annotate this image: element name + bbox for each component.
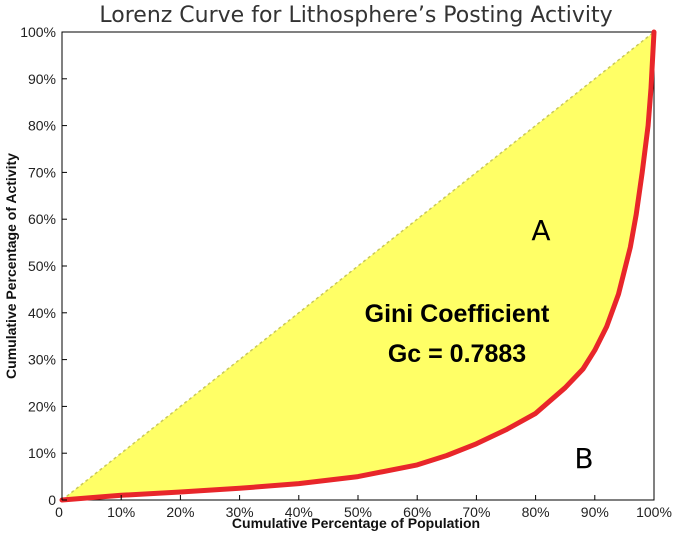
x-tick-label: 10% [107,504,135,520]
y-axis-label: Cumulative Percentage of Activity [3,153,19,379]
x-tick-label: 40% [285,504,313,520]
x-tick-label: 20% [166,504,194,520]
y-axis-ticks: 0 10% 20% 30% 40% 50% 60% 70% 80% 90% 100% [20,24,67,508]
gini-coefficient-label: Gini Coefficient [365,300,550,328]
y-tick-label: 90% [28,71,56,87]
y-tick-label: 80% [28,118,56,134]
y-tick-label: 20% [28,398,56,414]
x-axis-ticks: 0 10% 20% 30% 40% 50% 60% 70% 80% 90% 100% [55,495,672,520]
y-tick-label: 70% [28,164,56,180]
x-tick-label: 50% [344,504,372,520]
x-tick-label: 30% [226,504,254,520]
x-tick-label: 0 [55,504,63,520]
x-tick-label: 60% [403,504,431,520]
gini-coefficient-value: Gc = 0.7883 [388,340,526,368]
y-tick-label: 60% [28,211,56,227]
y-tick-label: 0 [48,492,56,508]
region-b-label: B [574,442,593,475]
plot-area [59,29,657,503]
chart-title: Lorenz Curve for Lithosphere’s Posting A… [99,3,612,28]
lorenz-curve [59,29,657,503]
y-tick-label: 10% [28,445,56,461]
x-tick-label: 70% [462,504,490,520]
y-tick-label: 50% [28,258,56,274]
y-tick-label: 40% [28,305,56,321]
x-axis-label: Cumulative Percentage of Population [232,515,480,531]
y-tick-label: 100% [20,24,56,40]
x-tick-label: 80% [522,504,550,520]
region-a-label: A [531,214,550,247]
y-tick-label: 30% [28,352,56,368]
x-tick-label: 100% [636,504,672,520]
x-tick-label: 90% [581,504,609,520]
